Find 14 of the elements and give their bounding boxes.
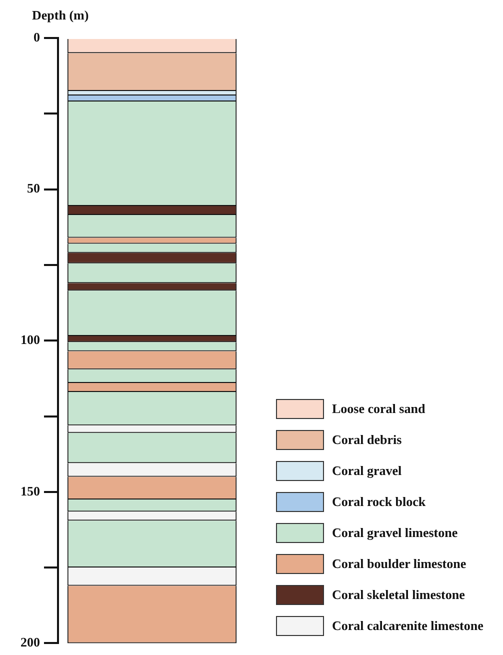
text: Coral gravel limestone bbox=[332, 524, 458, 540]
legend-label: Coral gravel bbox=[332, 462, 402, 478]
y-tick-label: 0 bbox=[34, 29, 40, 44]
y-tick-label: 200 bbox=[20, 634, 40, 650]
legend-label: Loose coral sand bbox=[332, 400, 426, 416]
y-tick-label: 50 bbox=[27, 180, 40, 196]
legend-label: Coral skeletal limestone bbox=[332, 586, 465, 602]
legend-label: Coral boulder limestone bbox=[332, 556, 466, 572]
y-tick-label: 100 bbox=[20, 332, 40, 347]
legend-label: Coral calcarenite limestone bbox=[332, 618, 484, 634]
legend-label: Coral rock block bbox=[332, 494, 426, 510]
y-axis-title: Depth (m) bbox=[32, 7, 89, 22]
y-tick-label: 150 bbox=[20, 483, 40, 498]
legend-label: Coral debris bbox=[332, 432, 402, 448]
